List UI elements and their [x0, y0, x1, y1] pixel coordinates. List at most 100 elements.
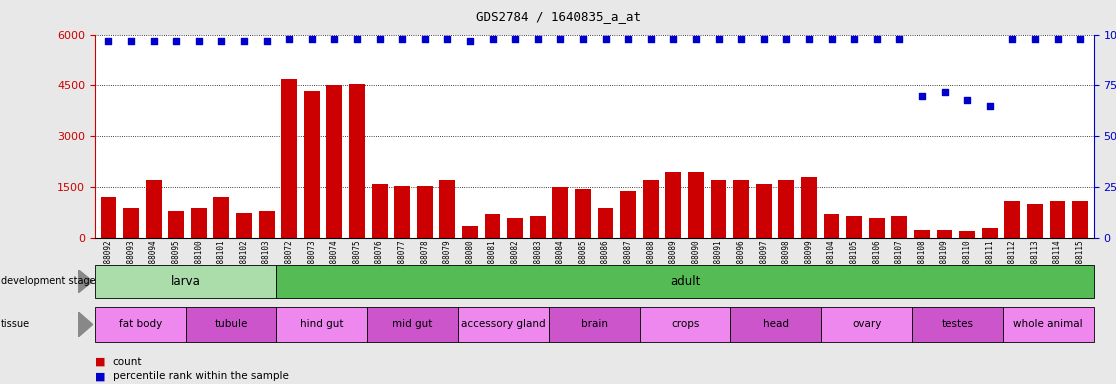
Bar	[237, 213, 252, 238]
Point	[687, 36, 705, 42]
Point	[280, 36, 298, 42]
Point	[597, 36, 615, 42]
Bar	[779, 180, 795, 238]
Bar	[598, 207, 614, 238]
Bar	[801, 177, 817, 238]
Bar	[349, 84, 365, 238]
Point	[212, 38, 230, 44]
Bar	[665, 172, 681, 238]
Point	[483, 36, 501, 42]
Bar	[327, 86, 343, 238]
Point	[371, 36, 388, 42]
Point	[619, 36, 637, 42]
Text: mid gut: mid gut	[393, 319, 433, 329]
Point	[507, 36, 525, 42]
Bar	[462, 226, 478, 238]
Point	[190, 38, 208, 44]
Point	[258, 38, 276, 44]
Point	[122, 38, 140, 44]
Point	[235, 38, 253, 44]
Point	[642, 36, 660, 42]
Bar	[417, 185, 433, 238]
Text: hind gut: hind gut	[300, 319, 344, 329]
Bar	[123, 207, 138, 238]
Bar	[733, 180, 749, 238]
Point	[935, 88, 953, 94]
Bar	[484, 214, 500, 238]
Bar	[711, 180, 727, 238]
Point	[891, 36, 908, 42]
Text: ovary: ovary	[852, 319, 882, 329]
Point	[868, 36, 886, 42]
Bar	[530, 216, 546, 238]
Bar	[756, 184, 771, 238]
Bar	[643, 180, 658, 238]
Bar	[982, 228, 998, 238]
Point	[778, 36, 796, 42]
Bar	[960, 231, 975, 238]
Text: development stage: development stage	[1, 276, 96, 286]
Point	[1003, 36, 1021, 42]
Bar	[936, 230, 952, 238]
Bar	[552, 187, 568, 238]
Text: ■: ■	[95, 371, 105, 381]
Polygon shape	[78, 312, 93, 337]
Bar	[824, 214, 839, 238]
Text: crops: crops	[671, 319, 700, 329]
Text: GDS2784 / 1640835_a_at: GDS2784 / 1640835_a_at	[475, 10, 641, 23]
Bar	[304, 91, 319, 238]
Point	[913, 93, 931, 99]
Point	[981, 103, 999, 109]
Bar	[191, 207, 206, 238]
Text: whole animal: whole animal	[1013, 319, 1084, 329]
Text: accessory gland: accessory gland	[461, 319, 546, 329]
Point	[1026, 36, 1043, 42]
Text: ■: ■	[95, 357, 105, 367]
Point	[167, 38, 185, 44]
Point	[664, 36, 682, 42]
Point	[145, 38, 163, 44]
Bar	[1050, 201, 1066, 238]
Point	[754, 36, 772, 42]
Point	[710, 36, 728, 42]
Point	[461, 38, 479, 44]
Bar	[100, 197, 116, 238]
Point	[1071, 36, 1089, 42]
Bar	[1004, 201, 1020, 238]
Text: count: count	[113, 357, 142, 367]
Point	[348, 36, 366, 42]
Text: adult: adult	[670, 275, 700, 288]
Bar	[914, 230, 930, 238]
Point	[845, 36, 863, 42]
Point	[800, 36, 818, 42]
Text: fat body: fat body	[118, 319, 162, 329]
Text: tubule: tubule	[214, 319, 248, 329]
Bar	[259, 211, 275, 238]
Bar	[372, 184, 387, 238]
Point	[1049, 36, 1067, 42]
Bar	[169, 211, 184, 238]
Point	[416, 36, 434, 42]
Point	[302, 36, 320, 42]
Bar	[508, 218, 523, 238]
Point	[732, 36, 750, 42]
Point	[574, 36, 591, 42]
Bar	[394, 185, 410, 238]
Point	[529, 36, 547, 42]
Bar	[440, 180, 455, 238]
Bar	[1072, 201, 1088, 238]
Text: brain: brain	[580, 319, 608, 329]
Point	[551, 36, 569, 42]
Bar	[689, 172, 704, 238]
Bar	[892, 216, 907, 238]
Point	[959, 97, 976, 103]
Bar	[620, 190, 636, 238]
Point	[326, 36, 344, 42]
Bar	[213, 197, 229, 238]
Point	[439, 36, 456, 42]
Point	[99, 38, 117, 44]
Text: tissue: tissue	[1, 319, 30, 329]
Bar	[146, 180, 162, 238]
Bar	[281, 79, 297, 238]
Text: larva: larva	[171, 275, 201, 288]
